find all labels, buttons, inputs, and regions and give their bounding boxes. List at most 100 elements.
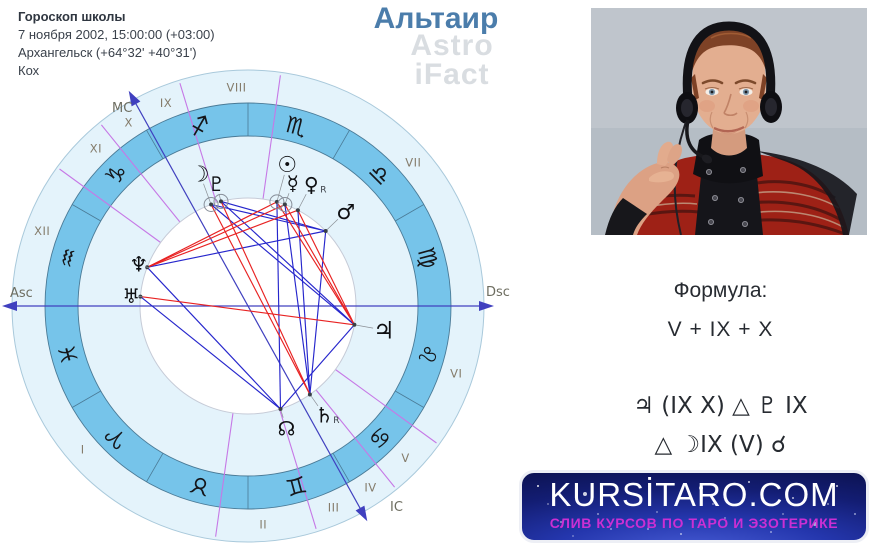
banner-tagline: СЛИВ КУРСОВ ПО ТАРО И ЭЗОТЕРИКЕ [549, 515, 839, 531]
kursitaro-banner[interactable]: KURSİTARO.COM СЛИВ КУРСОВ ПО ТАРО И ЭЗОТ… [519, 470, 869, 543]
sweater-shoulder [757, 151, 857, 235]
mouth [713, 125, 745, 133]
planet-venus: ♀ [304, 173, 319, 197]
sign-divider [146, 130, 164, 159]
house-cusp-line [100, 124, 181, 223]
aspect-moon-jupiter [210, 204, 355, 326]
axis-label-ic: IC [390, 500, 403, 515]
watermark-line-1: Astro [410, 29, 494, 62]
hair [689, 24, 769, 82]
house-numeral-III: III [328, 501, 340, 515]
house-cusp-line [335, 369, 437, 444]
chart-info-location: Архангельск (+64°32' +40°31') [18, 45, 197, 60]
connector-north_node [280, 410, 284, 418]
degree-dot-moon [209, 202, 214, 207]
sign-divider [146, 453, 164, 482]
aspect-pluto-saturn [220, 201, 311, 395]
formula-aspect-line-1: ♃ (IX X) △ ♇ IX [633, 393, 808, 419]
sign-divider [72, 390, 101, 408]
house-cusp-line [59, 168, 161, 243]
degree-dot-jupiter [352, 322, 357, 327]
degree-dot-mars [323, 229, 328, 233]
sign-divider [395, 204, 424, 222]
degree-dot-mercury [282, 202, 287, 207]
presenter-photo [591, 8, 867, 236]
house-numeral-VII: VII [405, 155, 421, 169]
connector-pluto [218, 194, 221, 200]
aspect-mercury-saturn [284, 204, 311, 395]
connector-neptune [145, 266, 150, 269]
natal-chart-wheel: Asc Dsc MC IC ♍ ♎ ♏ ♐ ♑ ♒ ♓ ♈ ♉ ♊ ♋ ♌ I II III IV V VI VII VIII… [2, 69, 510, 543]
aspect-moon-saturn [210, 204, 311, 395]
conjunction-marker-moon [203, 197, 219, 212]
house-cusp-line [262, 75, 281, 200]
house-cusp-line [279, 409, 317, 529]
axis-label-mc: MC [112, 101, 132, 116]
house-numeral-I: I [81, 443, 85, 457]
conjunction-marker-mercury [277, 197, 293, 212]
degree-dot-pluto [219, 199, 223, 204]
formula-aspect-line-2: △ ☽IX (V) ☌ [654, 432, 787, 458]
axis-label-dsc: Dsc [486, 285, 510, 300]
conjunction-marker-pluto [213, 193, 229, 209]
house-numeral-IX: IX [160, 96, 172, 110]
headset-band [682, 21, 776, 105]
connector-mercury [285, 193, 290, 203]
house-numeral-XI: XI [90, 142, 102, 156]
chart-info-title: Гороскоп школы [18, 9, 126, 24]
astrofact-watermark: Astro iFact [393, 29, 511, 91]
eyebrows [701, 79, 757, 85]
house-cusp-line [215, 412, 234, 537]
nose [723, 93, 738, 117]
axis-arrow [128, 90, 141, 107]
presenter-photo-illustration [591, 8, 867, 236]
headset-earcup-right [760, 91, 782, 123]
connector-saturn [310, 395, 319, 407]
microphone-boom [685, 119, 705, 159]
degree-dot-north_node [278, 407, 283, 411]
axis-arrow [355, 505, 368, 522]
chart-info-house-system: Кох [18, 63, 40, 78]
aspect-mars-saturn [309, 230, 327, 395]
formula-houses: V + IX + X [667, 318, 774, 341]
planet-sun: ☉ [277, 153, 297, 178]
conjunction-marker-sun [269, 194, 285, 210]
watermark-line-2: iFact [414, 58, 490, 91]
aspect-pluto-jupiter [220, 200, 355, 326]
axis-label-asc: Asc [10, 286, 33, 301]
chart-info: Гороскоп школы 7 ноября 2002, 15:00:00 (… [18, 8, 215, 80]
connector-sun [277, 174, 285, 201]
sign-divider [395, 390, 424, 408]
face [692, 30, 766, 134]
sign-divider [332, 453, 350, 482]
planet-north_node: ☊ [278, 416, 296, 440]
axis-arrow [2, 301, 17, 311]
axis-arrow [479, 301, 494, 311]
house-numeral-IV: IV [364, 481, 376, 495]
aspect-mercury-jupiter [284, 204, 355, 326]
connector-mars [326, 218, 339, 230]
house-numeral-VI: VI [450, 367, 462, 381]
retrograde-mark-venus: R [320, 186, 326, 196]
chart-info-datetime: 7 ноября 2002, 15:00:00 (+03:00) [18, 27, 215, 42]
planet-neptune: ♆ [129, 253, 148, 277]
program-title: Альтаир [373, 2, 499, 35]
house-numeral-VIII: VIII [226, 80, 246, 94]
planet-uranus: ♅ [122, 284, 140, 308]
connector-venus [298, 194, 307, 209]
degree-dot-saturn [307, 392, 312, 397]
aspect-uranus-jupiter [140, 296, 355, 326]
retrograde-mark-saturn: R [333, 416, 339, 426]
aspect-sun-jupiter [276, 201, 355, 326]
planet-saturn: ♄ [315, 403, 334, 427]
formula-block: Формула: V + IX + X ♃ (IX X) △ ♇ IX △ ☽I… [583, 279, 858, 458]
grommets [706, 166, 748, 227]
microphone [701, 154, 713, 164]
planet-moon: ☽ [190, 162, 210, 187]
connector-moon [203, 183, 211, 203]
sign-divider [72, 204, 101, 222]
aspect-neptune-mars [147, 230, 326, 268]
aspect-venus-neptune [146, 209, 299, 268]
